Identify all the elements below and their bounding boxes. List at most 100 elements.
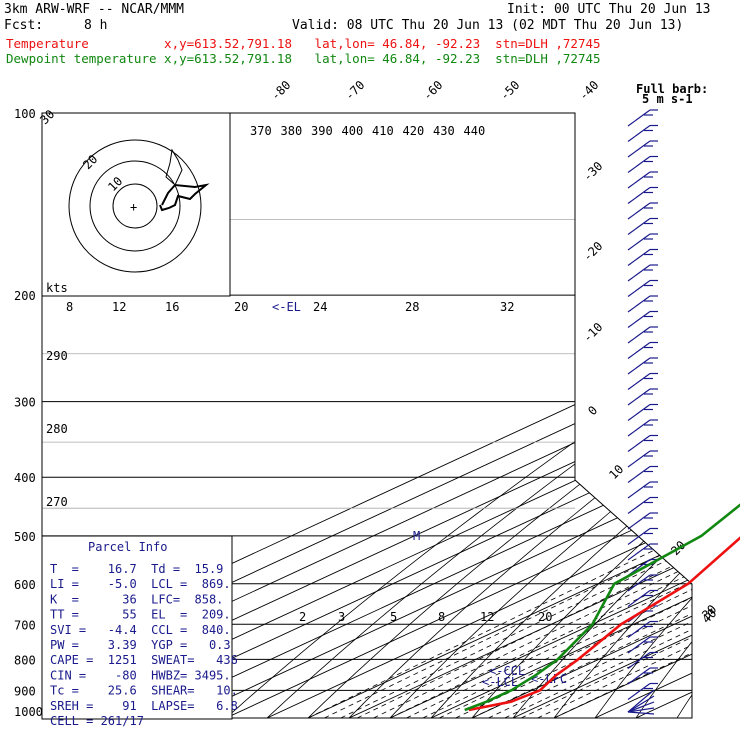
mixing-ratio-label: 3 [338,610,345,624]
isotherm-label: 10 [606,462,626,482]
mixing-ratio-label: 8 [438,610,445,624]
isotherm-line [430,113,692,718]
barb-legend-units: 5 m s-1 [642,92,693,106]
forecast-label: Fcst: [4,18,44,33]
wind-barb [627,683,651,700]
wind-barb [627,450,651,468]
mixing-ratio-label: 5 [390,610,397,624]
wind-barb [627,667,651,685]
ccl-marker: <-CCL [489,664,525,678]
el-marker: <-EL [272,300,301,314]
hodograph-trace [159,183,210,212]
init-time: Init: 00 UTC Thu 20 Jun 13 [507,2,711,17]
dewpoint-profile [464,503,740,712]
moist-adiabat [521,294,692,718]
wind-barb [627,264,651,282]
wind-barb-low [627,695,655,713]
isotherm-label: -40 [576,78,601,103]
wind-barb [627,419,651,437]
mixing-ratio-label: 32 [500,300,514,314]
hodograph-ring [112,183,158,229]
mixing-ratio-label: 2 [299,610,306,624]
wind-barb [627,621,651,638]
isotherm-line [471,113,692,718]
parcel-info-box [41,535,233,720]
theta-label: 430 [433,124,455,138]
wind-barb-low [627,711,655,715]
isotherm-line [102,113,692,718]
parcel-info-line: T = 16.7 Td = 15.9 [50,562,223,576]
hodograph-ring [89,160,181,252]
dry-adiabat [307,113,692,718]
parcel-info-line: K = 36 LFC= 858. [50,592,223,606]
kts-label: kts [46,281,68,295]
temperature-legend: Temperature x,y=613.52,791.18 lat,lon= 4… [6,36,601,51]
hodograph-trace-upper [165,148,183,186]
wind-barb [627,652,651,669]
pressure-label: 100 [14,107,36,121]
isotherm-line [143,113,692,718]
parcel-info-title: Parcel Info [88,540,167,554]
wind-barb [627,233,651,251]
wind-barb [627,636,651,654]
barb-legend-title: Full barb: [636,82,708,96]
pressure-label: 300 [14,396,36,410]
moist-adiabat [324,294,692,718]
pressure-label: 500 [14,530,36,544]
isotherm-label: -30 [580,159,605,184]
m-marker: M [413,529,420,543]
wind-barb [627,435,651,452]
theta-label: 440 [464,124,486,138]
moist-adiabat [373,294,692,718]
pressure-label: 900 [14,684,36,698]
isotherm-line [184,113,692,718]
isotherm-label: -20 [580,239,605,264]
mixing-ratio-label: 12 [112,300,126,314]
wind-barb [627,373,651,390]
mixing-ratio-label: 20 [538,610,552,624]
wind-barb-low [627,701,655,713]
dry-adiabat [635,113,692,718]
mixing-ratio-label: 24 [313,300,327,314]
wind-barb [627,388,651,406]
valid-time: Valid: 08 UTC Thu 20 Jun 13 (02 MDT Thu … [292,18,684,33]
temperature-profile [468,536,740,712]
parcel-info-line: CAPE = 1251 SWEAT= 436 [50,653,238,667]
parcel-info-line: CELL = 261/17 [50,714,144,728]
isotherm-label: -10 [580,320,605,345]
wind-barb [627,357,651,375]
hodograph-ring [68,139,202,273]
moist-adiabat [340,294,692,718]
mixing-ratio-label: 16 [165,300,179,314]
moist-adiabat [307,294,692,718]
isotherm-line [389,113,692,718]
dry-adiabat [676,113,692,718]
wind-barb [627,466,651,483]
isotherm-line [225,113,692,718]
dry-adiabat [348,113,692,718]
wind-barb [627,481,651,499]
moist-adiabat [455,294,692,718]
wind-barb [627,528,651,545]
wind-barb [627,512,651,530]
pressure-label: 200 [14,289,36,303]
isotherm-line [266,113,692,718]
mixing-ratio-label: 12 [480,610,494,624]
theta-label: 400 [342,124,364,138]
isotherm-label: 0 [585,403,600,418]
isotherm-line [348,113,692,718]
dry-adiabat [389,113,692,718]
wind-barb-low [627,689,655,713]
isotherm-label: -80 [268,78,293,103]
pressure-label: 800 [14,653,36,667]
theta-label: 390 [311,124,333,138]
dry-adiabat [471,113,692,718]
isotherm-label: -60 [420,78,445,103]
dry-adiabat [718,113,740,718]
isotherm-line [307,113,692,718]
wind-barb [627,574,651,592]
wind-barb [627,326,651,344]
hodograph-center: + [130,200,137,214]
theta-label: 420 [403,124,425,138]
